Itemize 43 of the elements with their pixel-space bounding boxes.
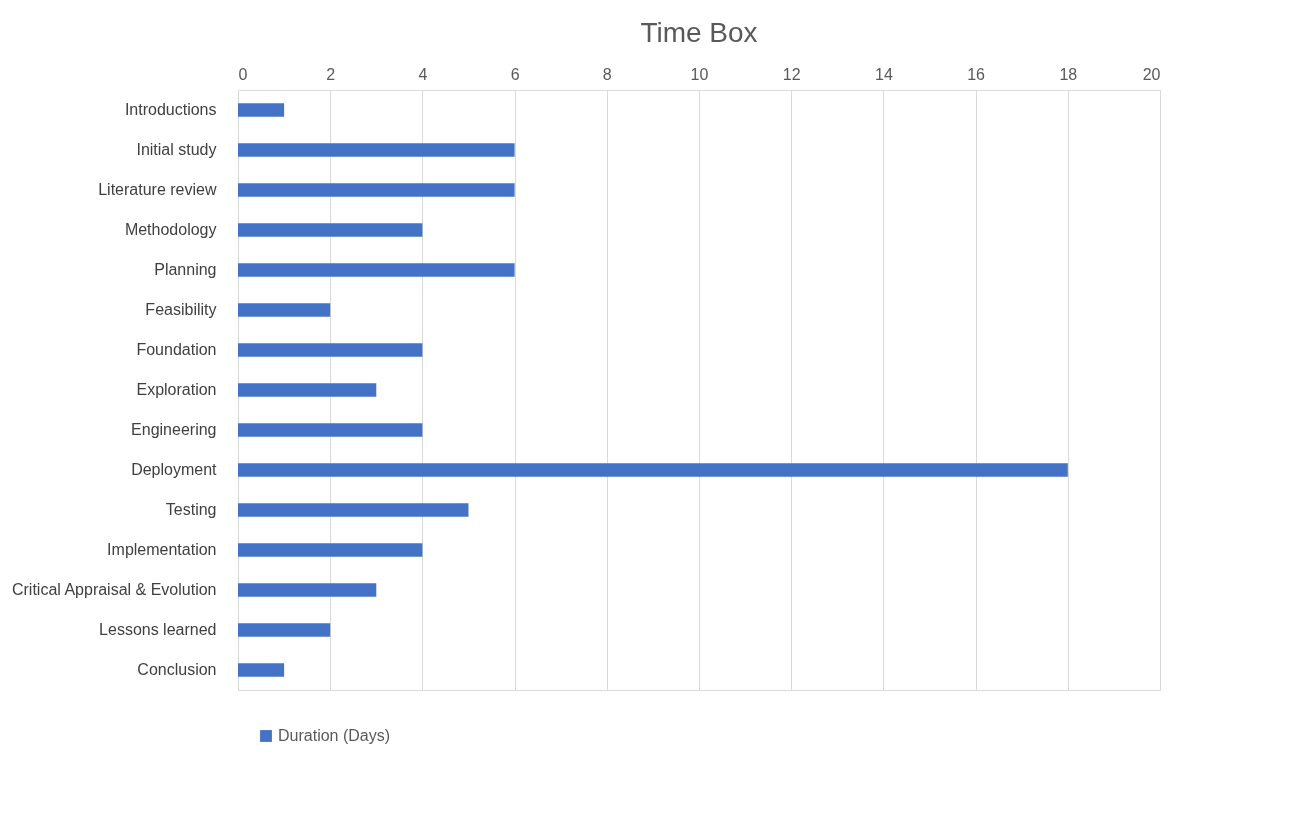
- bar: [238, 103, 285, 117]
- y-tick-label: Introductions: [124, 101, 217, 118]
- bar: [238, 543, 423, 557]
- x-tick-label: 16: [967, 65, 986, 83]
- bar: [238, 423, 423, 437]
- bar: [238, 263, 515, 277]
- bar: [238, 183, 515, 197]
- x-tick-label: 8: [602, 65, 612, 83]
- y-tick-label: Literature review: [98, 181, 217, 198]
- y-tick-label: Engineering: [131, 421, 217, 438]
- bar: [238, 223, 423, 237]
- bar: [238, 503, 469, 517]
- bar: [238, 623, 331, 637]
- legend-label: Duration (Days): [278, 727, 391, 744]
- y-tick-label: Deployment: [131, 461, 218, 478]
- y-tick-label: Conclusion: [137, 661, 217, 678]
- y-tick-label: Planning: [154, 261, 217, 278]
- bar: [238, 343, 423, 357]
- x-tick-label: 20: [1142, 65, 1161, 83]
- x-tick-label: 6: [510, 65, 520, 83]
- x-tick-label: 14: [875, 65, 893, 83]
- bar: [238, 463, 1068, 477]
- x-tick-label: 2: [326, 65, 336, 83]
- y-tick-label: Critical Appraisal & Evolution: [11, 581, 217, 598]
- x-tick-label: 4: [418, 65, 428, 83]
- bar: [238, 303, 331, 317]
- bar: [238, 663, 285, 677]
- y-tick-label: Feasibility: [145, 301, 217, 318]
- bar: [238, 583, 377, 597]
- y-tick-label: Implementation: [107, 541, 217, 558]
- x-tick-label: 0: [238, 65, 248, 83]
- y-tick-label: Testing: [165, 501, 217, 518]
- y-tick-label: Lessons learned: [99, 621, 217, 638]
- bar: [238, 383, 377, 397]
- y-tick-label: Foundation: [136, 341, 217, 358]
- x-tick-label: 12: [782, 65, 801, 83]
- chart-title: Time Box: [640, 17, 758, 48]
- x-tick-label: 10: [690, 65, 709, 83]
- y-tick-label: Initial study: [136, 141, 217, 158]
- y-tick-label: Methodology: [124, 221, 217, 238]
- bar: [238, 143, 515, 157]
- x-tick-label: 18: [1059, 65, 1078, 83]
- y-tick-label: Exploration: [136, 381, 217, 398]
